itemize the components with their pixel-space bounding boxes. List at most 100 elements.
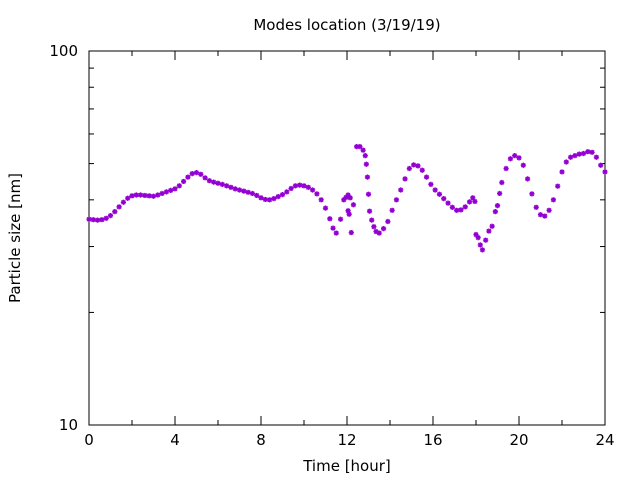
data-point <box>202 175 208 181</box>
data-point <box>185 174 191 180</box>
data-point <box>537 212 544 218</box>
data-point <box>366 208 373 214</box>
data-point <box>189 171 195 177</box>
data-point <box>150 193 157 199</box>
data-point <box>354 144 360 150</box>
data-point <box>163 189 169 195</box>
data-point <box>472 198 478 205</box>
data-point <box>432 187 438 193</box>
data-point <box>90 217 96 223</box>
data-point <box>129 193 135 199</box>
data-point <box>380 226 387 232</box>
data-point <box>411 162 417 168</box>
data-point <box>423 174 430 180</box>
data-points <box>86 144 608 253</box>
x-tick-label: 0 <box>84 431 94 449</box>
data-point <box>345 208 351 214</box>
data-point <box>419 167 425 173</box>
data-point <box>99 217 105 223</box>
data-point <box>241 188 247 194</box>
x-tick-label: 24 <box>595 431 614 449</box>
data-point <box>389 207 395 213</box>
data-point <box>436 191 443 197</box>
data-point <box>473 231 479 238</box>
data-point <box>232 186 238 192</box>
data-point <box>546 207 552 213</box>
data-point <box>172 186 178 192</box>
data-point <box>454 207 460 213</box>
data-point <box>206 178 212 184</box>
data-point <box>470 195 476 201</box>
data-point <box>494 203 501 209</box>
data-point <box>576 151 582 157</box>
data-point <box>341 197 347 203</box>
data-point <box>333 230 339 236</box>
data-point <box>475 235 481 241</box>
data-point <box>593 154 599 160</box>
data-point <box>322 205 329 211</box>
data-point <box>589 149 595 155</box>
data-point <box>542 213 548 219</box>
data-point <box>507 156 513 162</box>
data-point <box>318 197 324 203</box>
data-point <box>146 193 152 199</box>
data-point <box>271 196 277 202</box>
data-point <box>142 192 148 199</box>
data-point <box>602 169 608 175</box>
data-point <box>86 216 92 222</box>
data-point <box>428 181 434 187</box>
data-point <box>449 204 455 210</box>
data-point <box>292 183 298 189</box>
x-tick-label: 4 <box>170 431 180 449</box>
data-point <box>563 159 569 165</box>
data-point <box>228 184 234 190</box>
data-point <box>267 197 273 203</box>
data-point <box>198 171 204 177</box>
data-point <box>236 187 243 193</box>
data-point <box>159 190 165 197</box>
data-point <box>503 165 509 172</box>
data-point <box>193 170 200 176</box>
data-point <box>95 217 101 223</box>
data-point <box>533 204 539 210</box>
data-point <box>125 195 131 201</box>
data-point <box>462 204 468 210</box>
data-point <box>441 196 447 202</box>
data-point <box>364 174 371 180</box>
data-point <box>327 216 333 222</box>
data-point <box>330 225 336 231</box>
data-point <box>516 155 522 161</box>
data-point <box>406 165 412 172</box>
x-tick-label: 20 <box>509 431 528 449</box>
data-point <box>288 185 294 192</box>
x-tick-label: 12 <box>337 431 356 449</box>
data-point <box>168 187 174 193</box>
data-point <box>371 224 377 230</box>
data-point <box>107 212 114 219</box>
data-point <box>529 191 535 197</box>
y-tick-label: 100 <box>49 42 78 60</box>
data-point <box>363 161 369 167</box>
data-point <box>585 149 591 155</box>
data-point <box>489 223 495 229</box>
data-point <box>345 192 351 198</box>
data-point <box>138 192 144 198</box>
data-point <box>301 183 307 189</box>
data-point <box>360 147 366 153</box>
data-point <box>181 178 187 185</box>
data-point <box>133 192 139 198</box>
data-point <box>365 191 372 197</box>
data-point <box>262 196 268 203</box>
data-point <box>155 192 161 198</box>
data-point <box>337 216 344 222</box>
data-point <box>348 229 354 236</box>
data-point <box>116 204 122 210</box>
axis-ticks <box>88 50 606 426</box>
data-point <box>310 187 316 193</box>
y-tick-label: 10 <box>59 416 78 434</box>
data-point <box>385 218 391 225</box>
data-point <box>486 228 492 234</box>
data-point <box>572 153 578 159</box>
data-point <box>176 183 182 189</box>
data-point <box>580 150 587 157</box>
